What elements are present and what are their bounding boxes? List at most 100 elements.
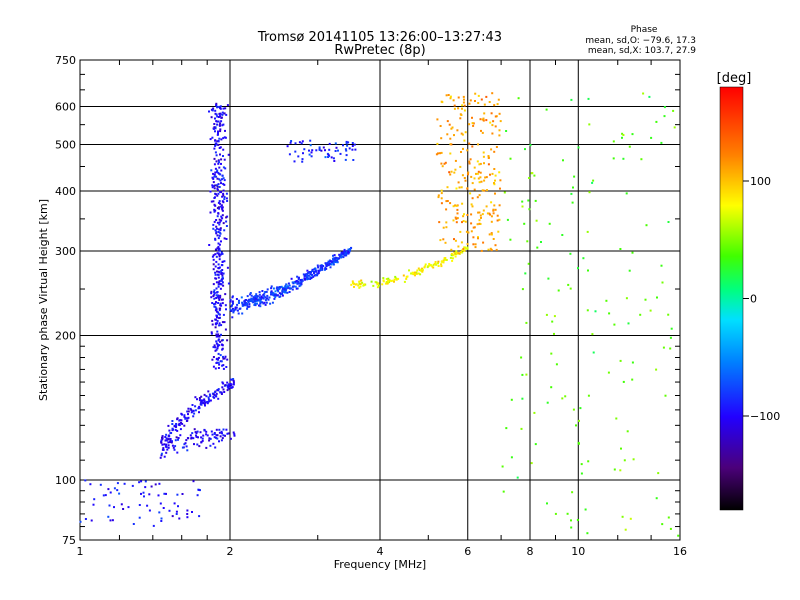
scatter-point bbox=[490, 215, 493, 218]
scatter-point bbox=[176, 493, 179, 496]
scatter-point bbox=[466, 214, 469, 216]
scatter-point bbox=[316, 264, 319, 267]
scatter-point bbox=[613, 323, 616, 326]
scatter-point bbox=[332, 257, 335, 260]
scatter-point bbox=[461, 107, 463, 110]
scatter-point bbox=[326, 263, 329, 266]
scatter-point bbox=[213, 297, 216, 300]
scatter-point bbox=[342, 144, 344, 147]
scatter-point bbox=[382, 280, 385, 283]
scatter-point bbox=[457, 107, 460, 110]
scatter-point bbox=[348, 147, 351, 150]
scatter-point bbox=[214, 273, 217, 276]
scatter-point bbox=[446, 200, 449, 202]
scatter-point bbox=[474, 92, 477, 95]
scatter-point bbox=[473, 188, 476, 191]
scatter-point bbox=[183, 415, 186, 418]
scatter-point bbox=[217, 281, 220, 284]
scatter-point bbox=[628, 145, 631, 148]
scatter-point bbox=[216, 347, 219, 350]
scatter-point bbox=[194, 409, 197, 412]
scatter-point bbox=[108, 504, 111, 507]
scatter-point bbox=[217, 273, 220, 276]
scatter-point bbox=[578, 419, 580, 422]
scatter-point bbox=[214, 171, 217, 174]
scatter-point bbox=[218, 247, 221, 250]
scatter-point bbox=[393, 280, 395, 283]
scatter-point bbox=[179, 428, 182, 431]
scatter-point bbox=[472, 243, 475, 246]
scatter-point bbox=[167, 441, 170, 444]
scatter-point bbox=[375, 281, 378, 284]
scatter-point bbox=[279, 295, 282, 298]
x-tick-label: 10 bbox=[571, 545, 585, 558]
scatter-point bbox=[509, 157, 512, 160]
scatter-point bbox=[189, 434, 192, 437]
scatter-point bbox=[220, 339, 223, 342]
scatter-point bbox=[498, 112, 501, 115]
scatter-point bbox=[217, 270, 220, 273]
scatter-point bbox=[195, 434, 197, 437]
scatter-point bbox=[548, 222, 551, 225]
scatter-point bbox=[180, 419, 183, 422]
scatter-point bbox=[216, 361, 218, 364]
scatter-point bbox=[216, 322, 218, 325]
scatter-point bbox=[433, 262, 436, 265]
scatter-point bbox=[216, 170, 218, 173]
scatter-point bbox=[221, 217, 224, 220]
scatter-point bbox=[205, 446, 208, 449]
scatter-point bbox=[161, 443, 164, 446]
scatter-point bbox=[214, 237, 217, 240]
scatter-point bbox=[497, 98, 500, 101]
scatter-point bbox=[181, 422, 184, 425]
scatter-point bbox=[478, 163, 481, 166]
scatter-point bbox=[460, 151, 462, 153]
scatter-point bbox=[304, 277, 307, 280]
scatter-point bbox=[250, 294, 253, 297]
scatter-point bbox=[224, 167, 227, 170]
scatter-point bbox=[218, 317, 221, 319]
y-tick-label: 400 bbox=[55, 185, 76, 198]
scatter-point bbox=[201, 439, 204, 442]
scatter-point bbox=[165, 451, 168, 454]
scatter-point bbox=[324, 149, 326, 152]
scatter-point bbox=[262, 302, 265, 305]
scatter-point bbox=[102, 494, 105, 497]
scatter-point bbox=[233, 434, 236, 437]
scatter-point bbox=[165, 437, 168, 440]
scatter-point bbox=[216, 247, 219, 250]
scatter-point bbox=[217, 249, 220, 252]
scatter-point bbox=[220, 391, 223, 394]
scatter-point bbox=[462, 247, 465, 250]
scatter-point bbox=[580, 472, 583, 475]
scatter-point bbox=[385, 281, 388, 284]
x-axis-label: Frequency [MHz] bbox=[334, 558, 426, 571]
scatter-point bbox=[122, 508, 125, 510]
scatter-point bbox=[217, 388, 220, 391]
scatter-point bbox=[470, 203, 473, 206]
scatter-point bbox=[175, 423, 178, 426]
scatter-point bbox=[360, 279, 363, 282]
scatter-point bbox=[376, 283, 379, 286]
scatter-point bbox=[316, 272, 319, 275]
scatter-point bbox=[440, 265, 443, 268]
scatter-point bbox=[455, 204, 458, 207]
scatter-point bbox=[534, 199, 537, 202]
scatter-point bbox=[570, 192, 573, 195]
scatter-point bbox=[204, 404, 206, 407]
scatter-point bbox=[580, 463, 583, 466]
scatter-point bbox=[591, 181, 594, 184]
scatter-point bbox=[220, 169, 223, 172]
scatter-point bbox=[220, 360, 223, 363]
scatter-point bbox=[220, 430, 223, 433]
scatter-point bbox=[381, 283, 384, 286]
scatter-point bbox=[491, 92, 494, 95]
scatter-point bbox=[480, 129, 482, 132]
scatter-point bbox=[202, 434, 205, 437]
scatter-point bbox=[213, 126, 216, 129]
scatter-point bbox=[506, 218, 509, 221]
scatter-point bbox=[214, 112, 217, 115]
scatter-point bbox=[221, 124, 224, 127]
scatter-point bbox=[338, 254, 341, 257]
